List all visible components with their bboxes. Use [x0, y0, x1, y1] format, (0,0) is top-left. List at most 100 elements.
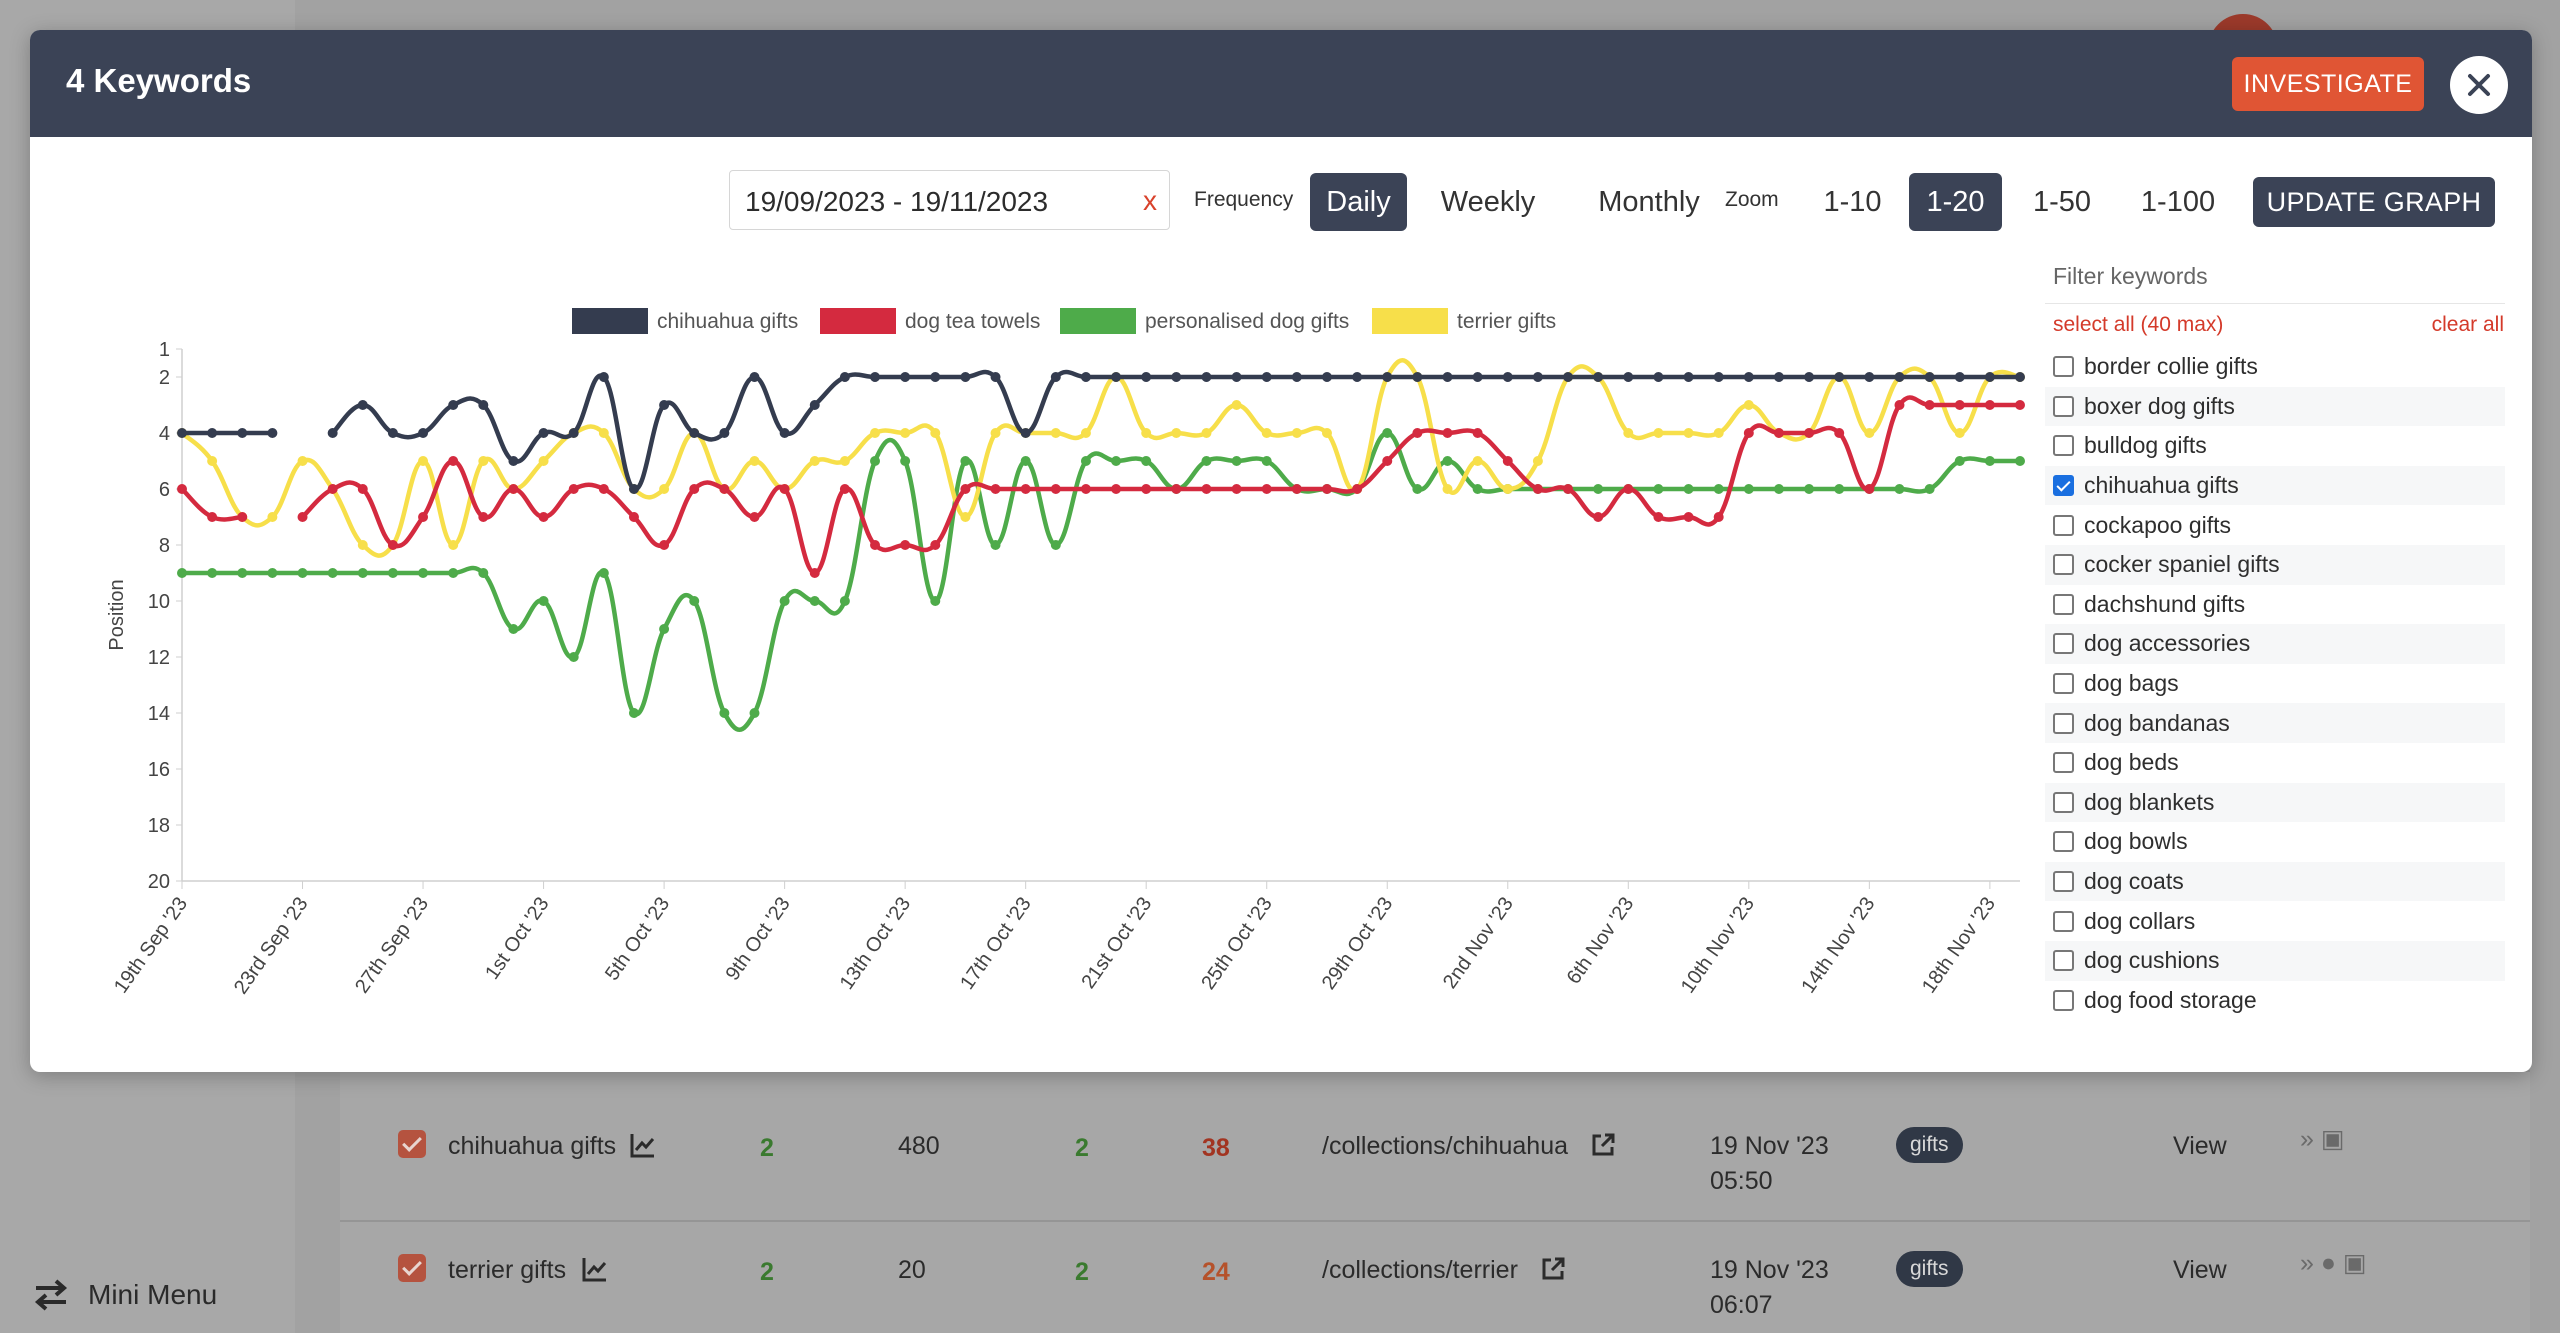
- data-point-personalised-dog-gifts[interactable]: [1653, 484, 1664, 494]
- data-point-terrier-gifts[interactable]: [1502, 484, 1513, 494]
- data-point-chihuahua-gifts[interactable]: [1382, 372, 1393, 382]
- data-point-chihuahua-gifts[interactable]: [719, 428, 730, 438]
- data-point-terrier-gifts[interactable]: [659, 484, 670, 494]
- data-point-dog-tea-towels[interactable]: [1894, 400, 1905, 410]
- data-point-terrier-gifts[interactable]: [1713, 428, 1724, 438]
- data-point-chihuahua-gifts[interactable]: [508, 456, 519, 466]
- data-point-dog-tea-towels[interactable]: [719, 484, 730, 494]
- data-point-personalised-dog-gifts[interactable]: [659, 624, 670, 634]
- data-point-dog-tea-towels[interactable]: [1321, 484, 1332, 494]
- select-all-link[interactable]: select all (40 max): [2053, 313, 2224, 336]
- row-actions-icons[interactable]: » ● ▣: [2300, 1249, 2367, 1277]
- data-point-dog-tea-towels[interactable]: [478, 512, 489, 522]
- data-point-dog-tea-towels[interactable]: [2015, 400, 2025, 410]
- keyword-checkbox[interactable]: [2053, 356, 2074, 378]
- data-point-dog-tea-towels[interactable]: [327, 484, 338, 494]
- data-point-dog-tea-towels[interactable]: [1502, 456, 1513, 466]
- keyword-filter-item[interactable]: dog bandanas: [2045, 703, 2505, 743]
- data-point-dog-tea-towels[interactable]: [689, 484, 700, 494]
- data-point-chihuahua-gifts[interactable]: [1894, 372, 1905, 382]
- data-point-chihuahua-gifts[interactable]: [1442, 372, 1453, 382]
- data-point-personalised-dog-gifts[interactable]: [1231, 456, 1242, 466]
- keyword-checkbox[interactable]: [2053, 633, 2074, 655]
- data-point-chihuahua-gifts[interactable]: [538, 428, 549, 438]
- keyword-checkbox[interactable]: [2053, 435, 2074, 457]
- date-clear-button[interactable]: x: [1143, 185, 1157, 216]
- data-point-chihuahua-gifts[interactable]: [1321, 372, 1332, 382]
- data-point-personalised-dog-gifts[interactable]: [870, 456, 881, 466]
- data-point-chihuahua-gifts[interactable]: [1080, 372, 1091, 382]
- data-point-chihuahua-gifts[interactable]: [177, 428, 187, 438]
- data-point-personalised-dog-gifts[interactable]: [1020, 456, 1031, 466]
- keyword-filter-item[interactable]: dog cushions: [2045, 940, 2505, 981]
- data-point-dog-tea-towels[interactable]: [1261, 484, 1272, 494]
- data-point-terrier-gifts[interactable]: [870, 428, 881, 438]
- chart-icon[interactable]: [630, 1132, 656, 1158]
- zoom-1-50-button[interactable]: 1-50: [2032, 185, 2092, 218]
- frequency-weekly-button[interactable]: Weekly: [1440, 185, 1536, 218]
- keyword-filter-item[interactable]: dog bags: [2045, 664, 2505, 704]
- data-point-dog-tea-towels[interactable]: [809, 568, 820, 578]
- data-point-personalised-dog-gifts[interactable]: [960, 456, 971, 466]
- keyword-filter-item[interactable]: boxer dog gifts: [2045, 386, 2505, 427]
- data-point-chihuahua-gifts[interactable]: [1954, 372, 1965, 382]
- data-point-terrier-gifts[interactable]: [960, 512, 971, 522]
- data-point-terrier-gifts[interactable]: [448, 540, 459, 550]
- data-point-chihuahua-gifts[interactable]: [930, 372, 941, 382]
- frequency-daily-button[interactable]: Daily: [1310, 173, 1407, 231]
- data-point-terrier-gifts[interactable]: [1623, 428, 1634, 438]
- data-point-personalised-dog-gifts[interactable]: [1080, 456, 1091, 466]
- data-point-dog-tea-towels[interactable]: [568, 484, 579, 494]
- data-point-personalised-dog-gifts[interactable]: [839, 596, 850, 606]
- keyword-filter-item[interactable]: chihuahua gifts: [2045, 465, 2505, 506]
- data-point-chihuahua-gifts[interactable]: [749, 372, 760, 382]
- data-point-chihuahua-gifts[interactable]: [1020, 428, 1031, 438]
- data-point-chihuahua-gifts[interactable]: [327, 428, 338, 438]
- data-point-personalised-dog-gifts[interactable]: [1412, 484, 1423, 494]
- data-point-dog-tea-towels[interactable]: [1382, 456, 1393, 466]
- keyword-checkbox[interactable]: [2053, 395, 2074, 417]
- data-point-personalised-dog-gifts[interactable]: [1050, 540, 1061, 550]
- data-point-chihuahua-gifts[interactable]: [1111, 372, 1122, 382]
- data-point-dog-tea-towels[interactable]: [990, 484, 1001, 494]
- data-point-chihuahua-gifts[interactable]: [1532, 372, 1543, 382]
- data-point-dog-tea-towels[interactable]: [1231, 484, 1242, 494]
- row-keyword[interactable]: terrier gifts: [448, 1256, 567, 1284]
- data-point-chihuahua-gifts[interactable]: [1623, 372, 1634, 382]
- data-point-personalised-dog-gifts[interactable]: [508, 624, 519, 634]
- mini-menu-toggle[interactable]: Mini Menu: [32, 1278, 217, 1312]
- data-point-dog-tea-towels[interactable]: [387, 540, 398, 550]
- data-point-chihuahua-gifts[interactable]: [1924, 372, 1935, 382]
- tag-badge[interactable]: gifts: [1896, 1251, 1963, 1287]
- data-point-terrier-gifts[interactable]: [1864, 428, 1875, 438]
- data-point-dog-tea-towels[interactable]: [508, 484, 519, 494]
- data-point-chihuahua-gifts[interactable]: [809, 400, 820, 410]
- legend-label[interactable]: chihuahua gifts: [657, 310, 798, 333]
- data-point-personalised-dog-gifts[interactable]: [1894, 484, 1905, 494]
- data-point-dog-tea-towels[interactable]: [1442, 428, 1453, 438]
- zoom-1-100-button[interactable]: 1-100: [2140, 185, 2216, 218]
- data-point-personalised-dog-gifts[interactable]: [237, 568, 248, 578]
- data-point-dog-tea-towels[interactable]: [297, 512, 308, 522]
- data-point-terrier-gifts[interactable]: [267, 512, 278, 522]
- data-point-terrier-gifts[interactable]: [900, 428, 911, 438]
- data-point-terrier-gifts[interactable]: [1321, 428, 1332, 438]
- data-point-dog-tea-towels[interactable]: [930, 540, 941, 550]
- data-point-terrier-gifts[interactable]: [1050, 428, 1061, 438]
- keyword-filter-item[interactable]: dog food storage: [2045, 981, 2505, 1021]
- data-point-chihuahua-gifts[interactable]: [1050, 372, 1061, 382]
- data-point-personalised-dog-gifts[interactable]: [719, 708, 730, 718]
- data-point-personalised-dog-gifts[interactable]: [2015, 456, 2025, 466]
- data-point-dog-tea-towels[interactable]: [1984, 400, 1995, 410]
- keyword-filter-item[interactable]: dog collars: [2045, 901, 2505, 941]
- data-point-chihuahua-gifts[interactable]: [1352, 372, 1363, 382]
- data-point-terrier-gifts[interactable]: [1532, 456, 1543, 466]
- data-point-chihuahua-gifts[interactable]: [1713, 372, 1724, 382]
- legend-label[interactable]: terrier gifts: [1457, 310, 1556, 333]
- row-url[interactable]: /collections/chihuahua: [1322, 1132, 1568, 1160]
- data-point-dog-tea-towels[interactable]: [1080, 484, 1091, 494]
- data-point-terrier-gifts[interactable]: [207, 456, 218, 466]
- data-point-dog-tea-towels[interactable]: [1954, 400, 1965, 410]
- keyword-filter-item[interactable]: cockapoo gifts: [2045, 505, 2505, 545]
- data-point-chihuahua-gifts[interactable]: [448, 400, 459, 410]
